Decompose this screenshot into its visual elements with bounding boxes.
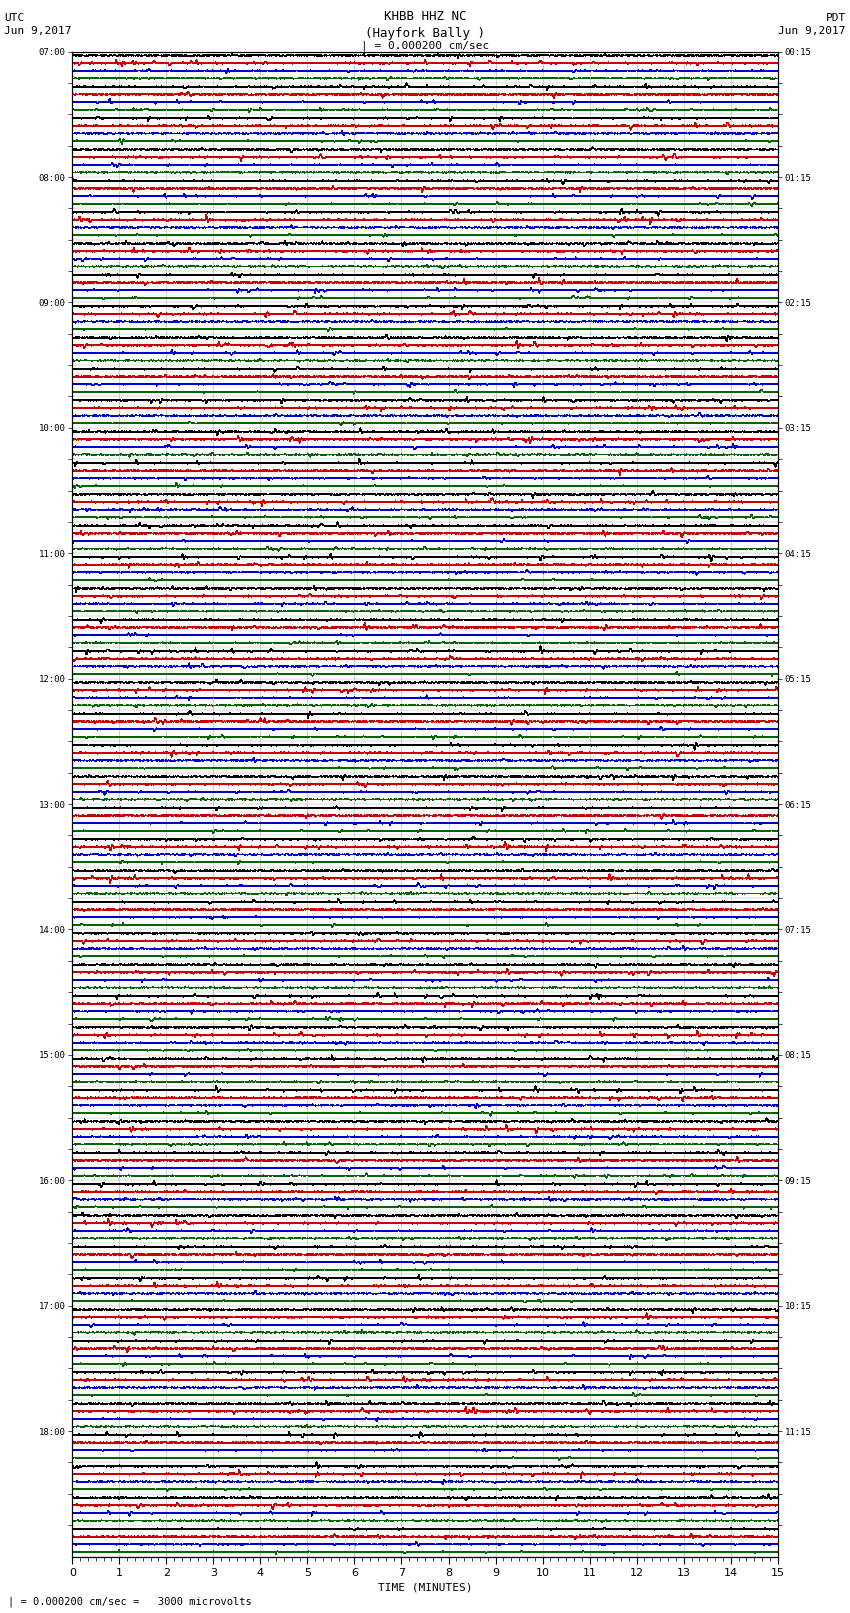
Text: | = 0.000200 cm/sec =   3000 microvolts: | = 0.000200 cm/sec = 3000 microvolts <box>8 1595 252 1607</box>
X-axis label: TIME (MINUTES): TIME (MINUTES) <box>377 1582 473 1592</box>
Text: UTC
Jun 9,2017: UTC Jun 9,2017 <box>4 13 71 35</box>
Text: KHBB HHZ NC
(Hayfork Bally ): KHBB HHZ NC (Hayfork Bally ) <box>365 10 485 40</box>
Text: | = 0.000200 cm/sec: | = 0.000200 cm/sec <box>361 40 489 52</box>
Text: PDT
Jun 9,2017: PDT Jun 9,2017 <box>779 13 846 35</box>
